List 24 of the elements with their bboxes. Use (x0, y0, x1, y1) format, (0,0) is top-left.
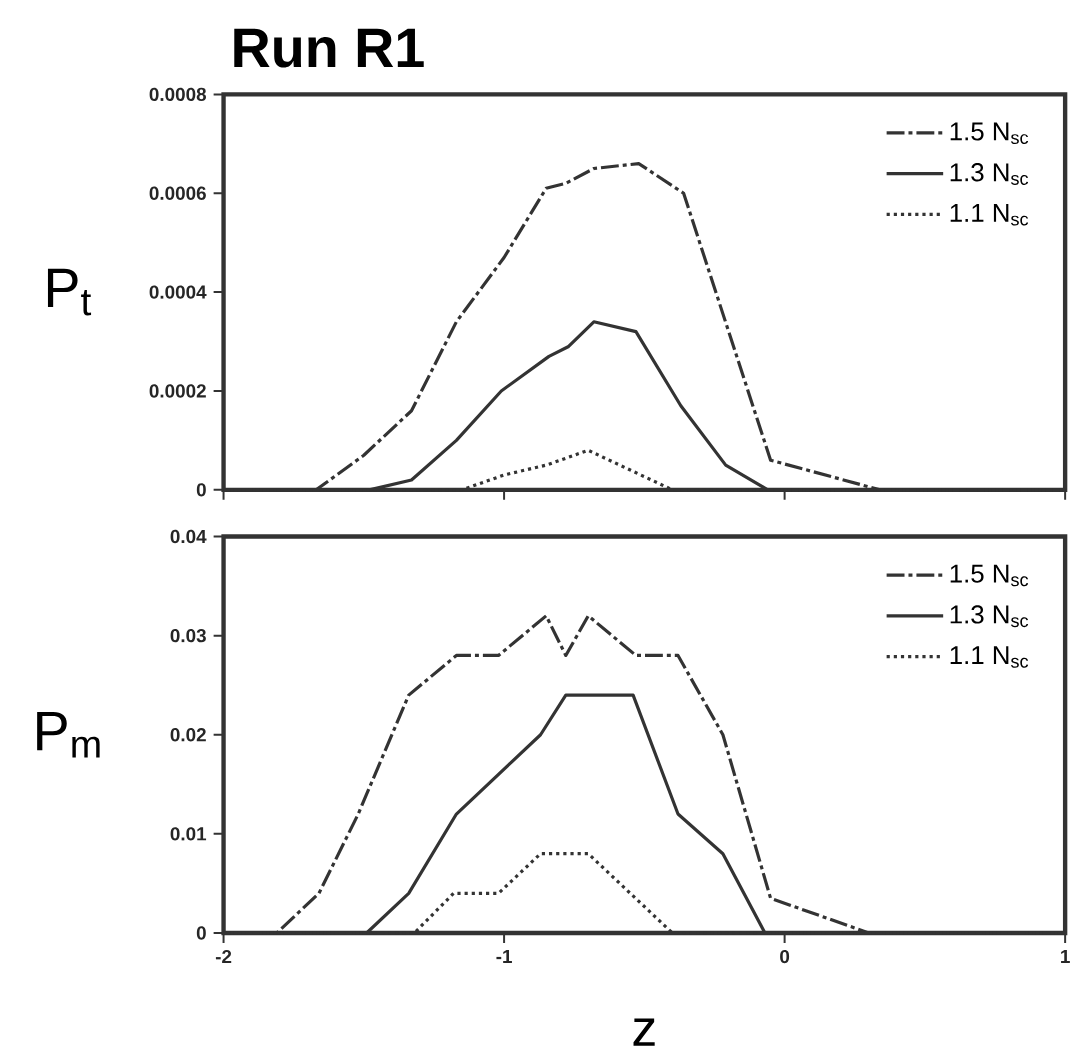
y-tick-label: 0 (196, 483, 206, 497)
y-tick-label: 0.0004 (149, 285, 207, 299)
y-tick-label: 0.0006 (149, 186, 206, 200)
legend-label: 1.1 N$_{sc}$ (950, 646, 1029, 668)
x-tick-label: 0 (780, 949, 790, 964)
y-axis-title: P$_{m}$ (37, 711, 100, 758)
legend-label: 1.5 N$_{sc}$ (950, 564, 1029, 587)
legend-label: 1.3 N$_{sc}$ (950, 163, 1029, 185)
x-tick-label: -2 (215, 949, 232, 964)
y-tick-label: 0.0008 (149, 87, 207, 102)
legend-label: 1.1 N$_{sc}$ (950, 203, 1029, 226)
legend-label: 1.3 N$_{sc}$ (950, 605, 1029, 628)
x-axis-title: z (633, 1018, 655, 1046)
y-axis-title: P$_{t}$ (47, 268, 92, 316)
x-tick-label: 1 (1061, 949, 1070, 963)
legend-label: 1.5 N$_{sc}$ (950, 122, 1029, 144)
y-tick-label: 0.01 (170, 827, 207, 841)
chart-title: Run R1 (234, 28, 424, 68)
y-tick-label: 0.04 (170, 529, 207, 544)
y-tick-label: 0.03 (170, 628, 206, 643)
y-tick-label: 0.02 (170, 728, 206, 742)
y-tick-label: 0 (196, 926, 206, 940)
x-tick-label: -1 (496, 949, 512, 963)
y-tick-label: 0.0002 (149, 384, 206, 398)
